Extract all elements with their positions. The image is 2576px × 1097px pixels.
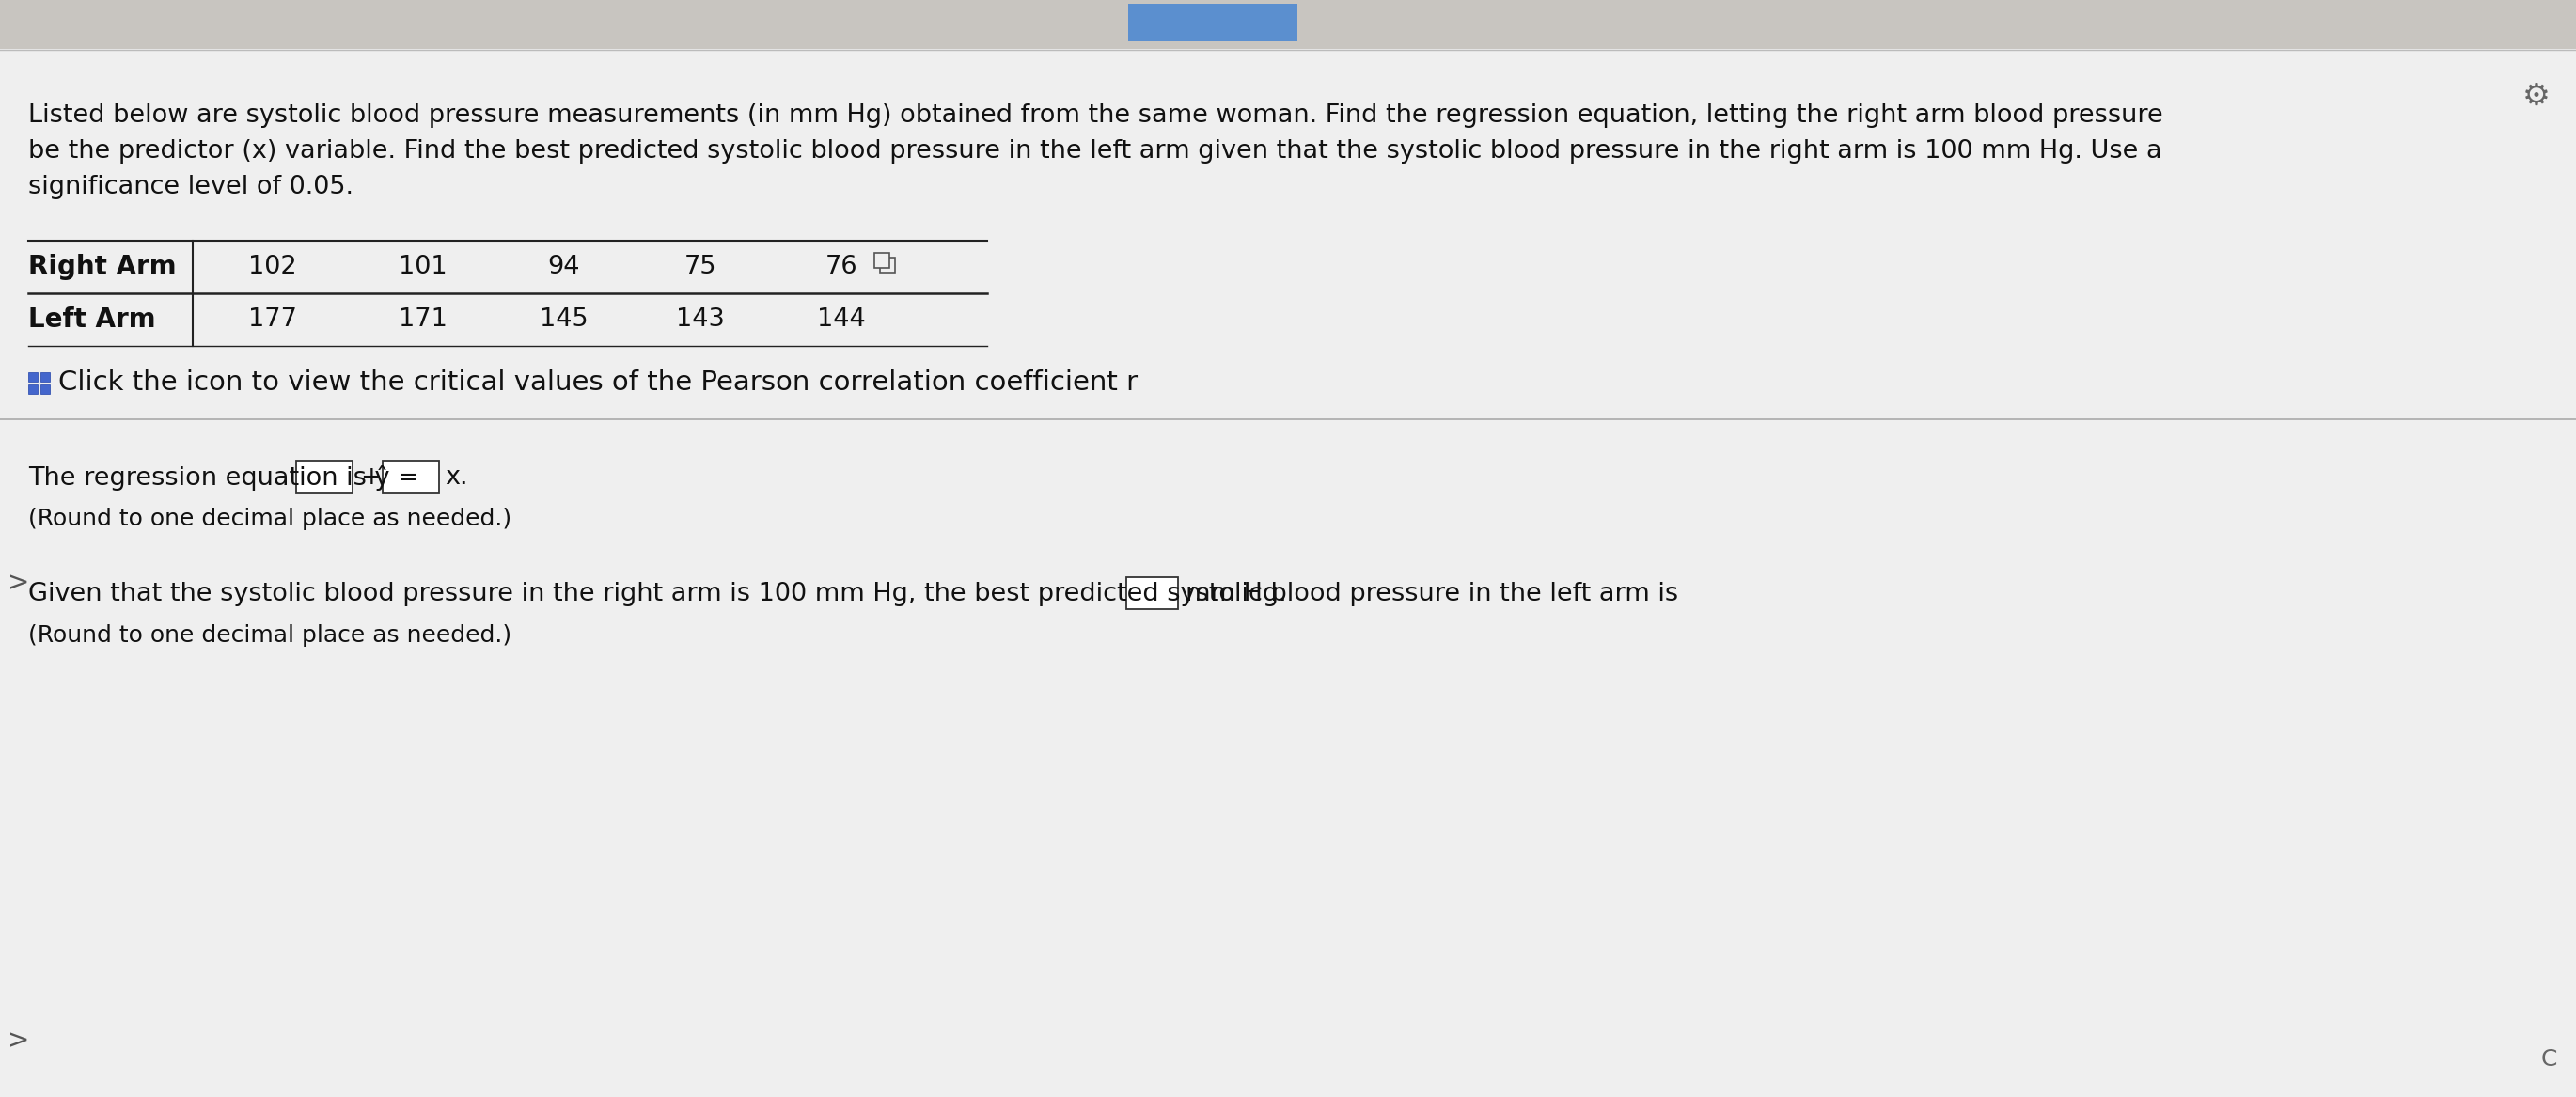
Text: significance level of 0.05.: significance level of 0.05. — [28, 174, 353, 200]
FancyBboxPatch shape — [0, 0, 2576, 49]
FancyBboxPatch shape — [28, 372, 39, 382]
Text: 171: 171 — [399, 307, 448, 331]
FancyBboxPatch shape — [41, 384, 49, 394]
FancyBboxPatch shape — [384, 461, 438, 493]
Text: The regression equation is ŷ =: The regression equation is ŷ = — [28, 465, 428, 490]
Text: be the predictor (x) variable. Find the best predicted systolic blood pressure i: be the predictor (x) variable. Find the … — [28, 139, 2161, 163]
Text: 94: 94 — [549, 255, 580, 279]
Text: +: + — [361, 465, 381, 489]
FancyBboxPatch shape — [873, 253, 889, 268]
FancyBboxPatch shape — [28, 384, 39, 394]
Text: Listed below are systolic blood pressure measurements (in mm Hg) obtained from t: Listed below are systolic blood pressure… — [28, 103, 2164, 128]
Text: mm Hg.: mm Hg. — [1185, 581, 1285, 607]
Text: Click the icon to view the critical values of the Pearson correlation coefficien: Click the icon to view the critical valu… — [59, 370, 1139, 396]
FancyBboxPatch shape — [296, 461, 353, 493]
FancyBboxPatch shape — [1126, 577, 1177, 609]
Text: x.: x. — [446, 465, 469, 489]
FancyBboxPatch shape — [0, 49, 2576, 1097]
FancyBboxPatch shape — [41, 372, 49, 382]
Text: 101: 101 — [399, 255, 448, 279]
Text: C: C — [2540, 1048, 2558, 1071]
Text: 102: 102 — [247, 255, 296, 279]
FancyBboxPatch shape — [881, 258, 894, 273]
Text: >: > — [8, 1028, 28, 1054]
Text: (Round to one decimal place as needed.): (Round to one decimal place as needed.) — [28, 624, 513, 647]
FancyBboxPatch shape — [1128, 3, 1298, 42]
Text: (Round to one decimal place as needed.): (Round to one decimal place as needed.) — [28, 508, 513, 530]
Text: 144: 144 — [817, 307, 866, 331]
Text: ⚙: ⚙ — [2522, 80, 2550, 112]
Text: Right Arm: Right Arm — [28, 253, 175, 280]
Text: Left Arm: Left Arm — [28, 306, 155, 332]
Text: Given that the systolic blood pressure in the right arm is 100 mm Hg, the best p: Given that the systolic blood pressure i… — [28, 581, 1680, 607]
Text: 76: 76 — [824, 255, 858, 279]
Text: 177: 177 — [247, 307, 296, 331]
Text: 143: 143 — [675, 307, 724, 331]
Text: 145: 145 — [541, 307, 587, 331]
Text: >: > — [8, 569, 28, 596]
Text: 75: 75 — [685, 255, 716, 279]
